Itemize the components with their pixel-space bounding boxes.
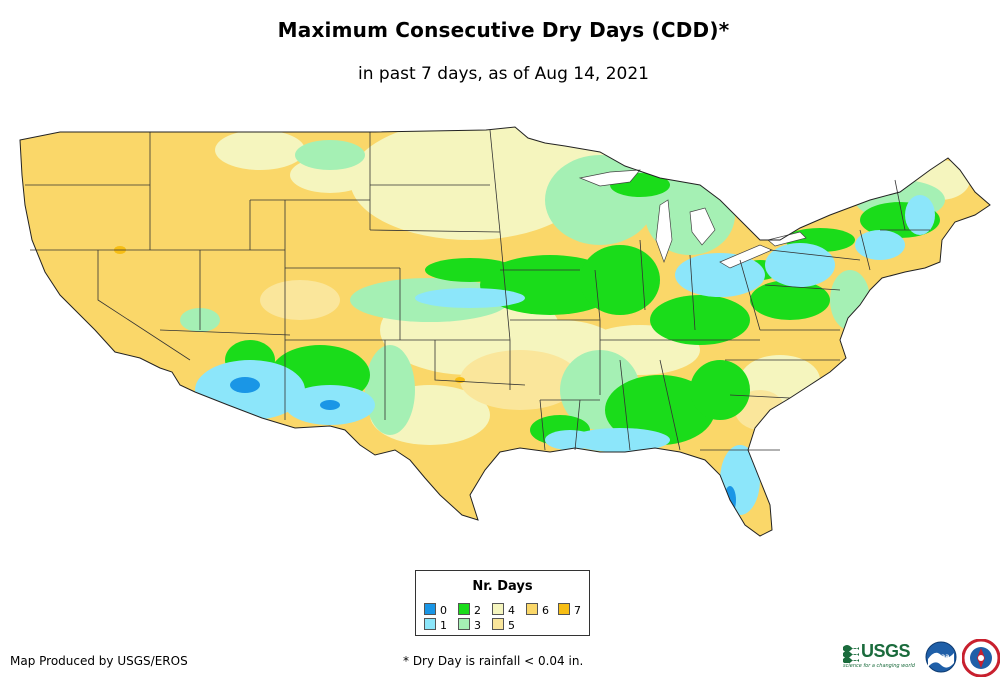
legend-swatch-5 (492, 618, 504, 630)
legend-item-0: 0 (424, 603, 447, 617)
svg-text:noaa: noaa (933, 653, 950, 660)
legend-item-1: 1 (424, 618, 447, 632)
usgs-tagline: science for a changing world (843, 663, 915, 669)
cdd-fill-regions (114, 127, 970, 515)
usgs-wave-icon (843, 645, 859, 663)
map-title: Maximum Consecutive Dry Days (CDD)* (277, 18, 730, 42)
legend-item-2: 2 (458, 603, 481, 617)
nws-logo-icon (962, 639, 1000, 677)
legend-swatch-7 (558, 603, 570, 615)
legend-swatch-6 (526, 603, 538, 615)
great-lakes (578, 169, 807, 269)
legend-item-7: 7 (558, 603, 581, 617)
map-subtitle: in past 7 days, as of Aug 14, 2021 (358, 64, 649, 84)
legend-item-5: 5 (492, 618, 515, 632)
legend-item-4: 4 (492, 603, 515, 617)
legend-swatch-4 (492, 603, 504, 615)
state-borders (25, 129, 930, 451)
usgs-logo: USGS science for a changing world (843, 641, 919, 673)
dry-day-note: * Dry Day is rainfall < 0.04 in. (403, 654, 584, 668)
map-credit: Map Produced by USGS/EROS (10, 654, 188, 668)
noaa-logo-icon: noaa (925, 641, 957, 673)
legend: Nr. Days 0 1 2 3 4 5 6 7 (415, 570, 590, 636)
usgs-wordmark: USGS (861, 641, 911, 661)
us-cdd-map (19, 126, 991, 537)
legend-title: Nr. Days (472, 579, 533, 594)
legend-swatch-1 (424, 618, 436, 630)
legend-swatch-3 (458, 618, 470, 630)
legend-item-6: 6 (526, 603, 549, 617)
legend-swatch-0 (424, 603, 436, 615)
legend-swatch-2 (458, 603, 470, 615)
legend-item-3: 3 (458, 618, 481, 632)
